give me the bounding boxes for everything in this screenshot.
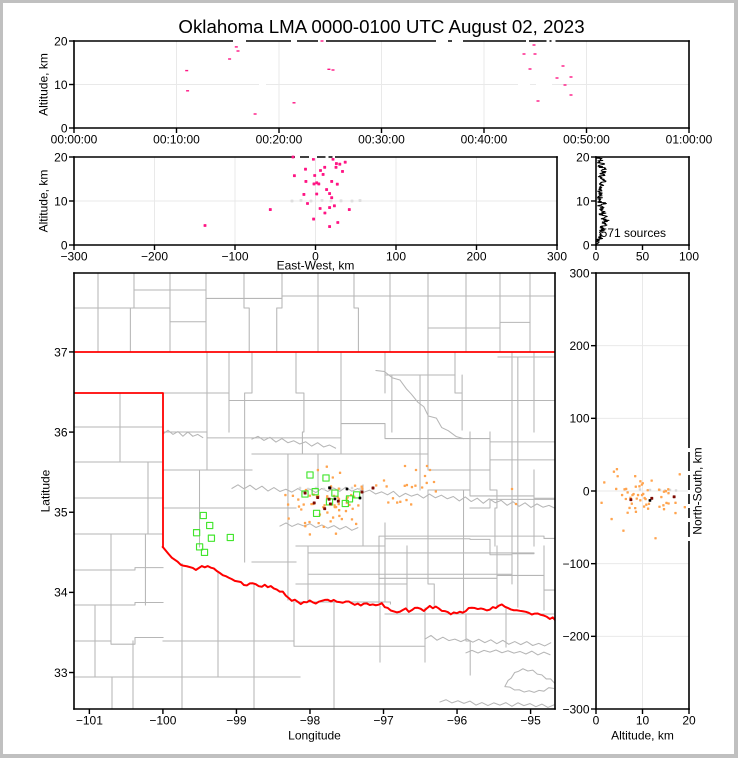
svg-text:0: 0 [312, 250, 319, 264]
svg-text:200: 200 [466, 250, 486, 264]
svg-text:−300: −300 [562, 702, 589, 716]
svg-text:−100: −100 [149, 714, 176, 728]
svg-text:Latitude: Latitude [39, 469, 53, 512]
svg-text:−98: −98 [300, 714, 321, 728]
svg-text:0: 0 [583, 484, 590, 498]
svg-text:00:10:00: 00:10:00 [153, 133, 200, 147]
svg-text:Oklahoma LMA 0000-0100 UTC Aug: Oklahoma LMA 0000-0100 UTC August 02, 20… [178, 16, 584, 37]
svg-text:20: 20 [576, 150, 590, 164]
svg-text:300: 300 [547, 250, 567, 264]
svg-text:100: 100 [679, 250, 699, 264]
svg-text:100: 100 [569, 412, 589, 426]
svg-text:−99: −99 [226, 714, 247, 728]
svg-text:00:30:00: 00:30:00 [358, 133, 405, 147]
svg-text:33: 33 [54, 666, 68, 680]
svg-text:10: 10 [636, 714, 650, 728]
svg-text:0: 0 [583, 238, 590, 252]
svg-text:50: 50 [636, 250, 650, 264]
svg-text:00:00:00: 00:00:00 [51, 133, 98, 147]
svg-text:35: 35 [54, 506, 68, 520]
svg-text:Altitude, km: Altitude, km [37, 170, 51, 233]
svg-text:20: 20 [54, 34, 68, 48]
svg-text:−101: −101 [76, 714, 103, 728]
svg-text:0: 0 [593, 250, 600, 264]
svg-text:37: 37 [54, 345, 68, 359]
svg-text:200: 200 [569, 339, 589, 353]
svg-text:300: 300 [569, 266, 589, 280]
svg-text:00:40:00: 00:40:00 [461, 133, 508, 147]
svg-text:36: 36 [54, 425, 68, 439]
svg-text:Longitude: Longitude [288, 728, 341, 742]
svg-text:Altitude, km: Altitude, km [611, 728, 674, 742]
svg-text:−97: −97 [373, 714, 394, 728]
svg-text:East-West, km: East-West, km [277, 258, 355, 272]
svg-text:0: 0 [61, 121, 68, 135]
svg-text:00:50:00: 00:50:00 [563, 133, 610, 147]
svg-text:−200: −200 [562, 630, 589, 644]
svg-text:−100: −100 [562, 557, 589, 571]
svg-text:10: 10 [576, 194, 590, 208]
svg-text:20: 20 [682, 714, 696, 728]
svg-text:01:00:00: 01:00:00 [666, 133, 713, 147]
svg-text:10: 10 [54, 194, 68, 208]
svg-text:−200: −200 [141, 250, 168, 264]
svg-text:00:20:00: 00:20:00 [256, 133, 303, 147]
svg-text:571 sources: 571 sources [601, 226, 666, 240]
svg-text:−100: −100 [221, 250, 248, 264]
svg-text:100: 100 [386, 250, 406, 264]
svg-text:10: 10 [54, 78, 68, 92]
svg-text:North-South, km: North-South, km [691, 447, 705, 534]
svg-text:0: 0 [593, 714, 600, 728]
svg-text:−96: −96 [447, 714, 468, 728]
svg-text:34: 34 [54, 586, 68, 600]
svg-text:20: 20 [54, 150, 68, 164]
svg-text:0: 0 [61, 238, 68, 252]
svg-text:Altitude, km: Altitude, km [37, 53, 51, 116]
svg-text:−95: −95 [520, 714, 541, 728]
svg-text:−300: −300 [60, 250, 87, 264]
